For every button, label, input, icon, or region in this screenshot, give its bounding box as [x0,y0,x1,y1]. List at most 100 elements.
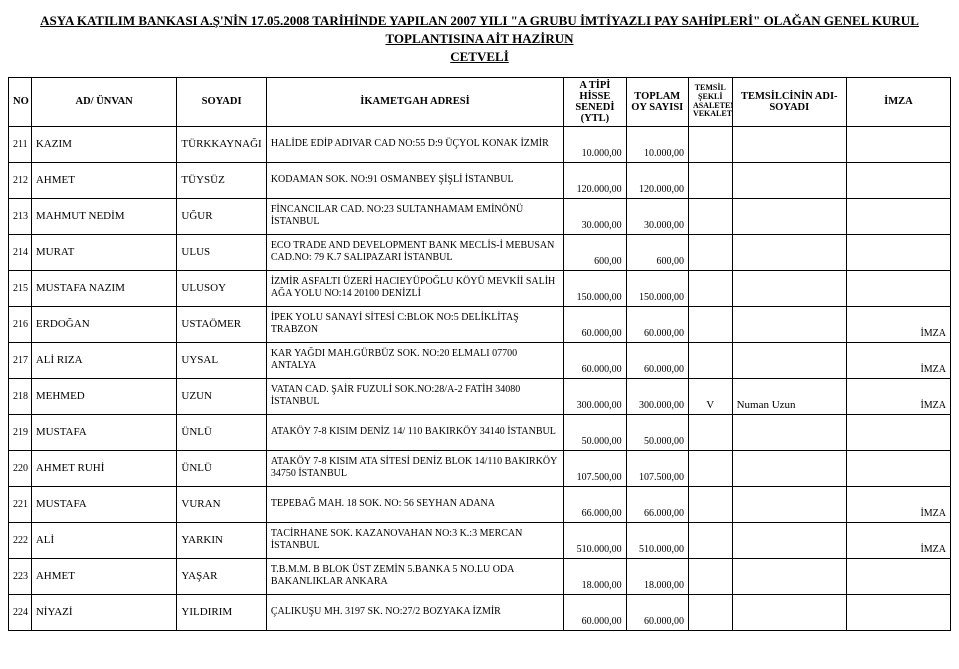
cell-adres: FİNCANCILAR CAD. NO:23 SULTANHAMAM EMİNÖ… [266,198,563,234]
cell-adres: KAR YAĞDI MAH.GÜRBÜZ SOK. NO:20 ELMALI 0… [266,342,563,378]
cell-imza [846,162,950,198]
cell-hisse: 10.000,00 [564,126,626,162]
cell-imza [846,558,950,594]
cell-adres: İPEK YOLU SANAYİ SİTESİ C:BLOK NO:5 DELİ… [266,306,563,342]
cell-sekli [688,342,732,378]
cell-adres: VATAN CAD. ŞAİR FUZULİ SOK.NO:28/A-2 FAT… [266,378,563,414]
table-row: 218MEHMEDUZUNVATAN CAD. ŞAİR FUZULİ SOK.… [9,378,951,414]
cell-ad: MUSTAFA NAZIM [31,270,177,306]
col-imza: İMZA [846,77,950,126]
col-no: NO [9,77,32,126]
cell-no: 219 [9,414,32,450]
cell-soyadi: TÜRKKAYNAĞI [177,126,266,162]
cell-hisse: 107.500,00 [564,450,626,486]
cell-imza: İMZA [846,342,950,378]
cell-rep [732,162,846,198]
table-row: 223AHMETYAŞART.B.M.M. B BLOK ÜST ZEMİN 5… [9,558,951,594]
cell-rep: Numan Uzun [732,378,846,414]
cell-soyadi: ÜNLÜ [177,450,266,486]
cell-no: 217 [9,342,32,378]
cell-ad: AHMET RUHİ [31,450,177,486]
cell-soyadi: ULUS [177,234,266,270]
cell-ad: KAZIM [31,126,177,162]
cell-oy: 107.500,00 [626,450,688,486]
col-soyadi: SOYADI [177,77,266,126]
cell-no: 224 [9,594,32,630]
cell-ad: AHMET [31,162,177,198]
cell-oy: 510.000,00 [626,522,688,558]
cell-rep [732,270,846,306]
cell-rep [732,558,846,594]
cell-ad: MUSTAFA [31,414,177,450]
cell-no: 215 [9,270,32,306]
cell-hisse: 300.000,00 [564,378,626,414]
cell-sekli [688,558,732,594]
cell-ad: MAHMUT NEDİM [31,198,177,234]
cell-imza [846,234,950,270]
cell-adres: ATAKÖY 7-8 KISIM DENİZ 14/ 110 BAKIRKÖY … [266,414,563,450]
cell-ad: NİYAZİ [31,594,177,630]
cell-hisse: 18.000,00 [564,558,626,594]
cell-imza [846,270,950,306]
table-row: 214MURATULUSECO TRADE AND DEVELOPMENT BA… [9,234,951,270]
cell-oy: 60.000,00 [626,306,688,342]
cell-sekli: V [688,378,732,414]
cell-rep [732,414,846,450]
cell-adres: T.B.M.M. B BLOK ÜST ZEMİN 5.BANKA 5 NO.L… [266,558,563,594]
cell-no: 220 [9,450,32,486]
cell-imza: İMZA [846,306,950,342]
cell-no: 216 [9,306,32,342]
title-line-2: CETVELİ [450,49,509,64]
cell-ad: MURAT [31,234,177,270]
cell-oy: 50.000,00 [626,414,688,450]
cell-oy: 18.000,00 [626,558,688,594]
cell-rep [732,126,846,162]
hazirun-table: NO AD/ ÜNVAN SOYADI İKAMETGAH ADRESİ A T… [8,77,951,631]
cell-oy: 60.000,00 [626,342,688,378]
cell-rep [732,594,846,630]
cell-ad: AHMET [31,558,177,594]
cell-sekli [688,414,732,450]
cell-imza: İMZA [846,522,950,558]
table-row: 222ALİYARKINTACİRHANE SOK. KAZANOVAHAN N… [9,522,951,558]
cell-soyadi: TÜYSÜZ [177,162,266,198]
cell-oy: 150.000,00 [626,270,688,306]
table-row: 213MAHMUT NEDİMUĞURFİNCANCILAR CAD. NO:2… [9,198,951,234]
cell-no: 222 [9,522,32,558]
cell-adres: KODAMAN SOK. NO:91 OSMANBEY ŞİŞLİ İSTANB… [266,162,563,198]
cell-rep [732,306,846,342]
cell-sekli [688,270,732,306]
cell-no: 214 [9,234,32,270]
cell-adres: ECO TRADE AND DEVELOPMENT BANK MECLİS-İ … [266,234,563,270]
col-sekli: TEMSİL ŞEKLİ ASALETEN/ VEKALETEN [688,77,732,126]
cell-sekli [688,162,732,198]
cell-imza [846,594,950,630]
cell-no: 221 [9,486,32,522]
page-title: ASYA KATILIM BANKASI A.Ş'NİN 17.05.2008 … [8,8,951,77]
cell-sekli [688,126,732,162]
cell-hisse: 120.000,00 [564,162,626,198]
cell-hisse: 30.000,00 [564,198,626,234]
cell-hisse: 510.000,00 [564,522,626,558]
col-adres: İKAMETGAH ADRESİ [266,77,563,126]
cell-soyadi: UĞUR [177,198,266,234]
table-row: 219MUSTAFAÜNLÜATAKÖY 7-8 KISIM DENİZ 14/… [9,414,951,450]
cell-oy: 120.000,00 [626,162,688,198]
cell-sekli [688,594,732,630]
cell-soyadi: ULUSOY [177,270,266,306]
table-row: 216ERDOĞANUSTAÖMERİPEK YOLU SANAYİ SİTES… [9,306,951,342]
cell-soyadi: YAŞAR [177,558,266,594]
cell-hisse: 600,00 [564,234,626,270]
cell-sekli [688,522,732,558]
cell-adres: TACİRHANE SOK. KAZANOVAHAN NO:3 K.:3 MER… [266,522,563,558]
col-hisse: A TİPİ HİSSE SENEDİ (YTL) [564,77,626,126]
table-row: 224NİYAZİYILDIRIMÇALIKUŞU MH. 3197 SK. N… [9,594,951,630]
cell-ad: ERDOĞAN [31,306,177,342]
header-row: NO AD/ ÜNVAN SOYADI İKAMETGAH ADRESİ A T… [9,77,951,126]
cell-oy: 600,00 [626,234,688,270]
cell-adres: HALİDE EDİP ADIVAR CAD NO:55 D:9 ÜÇYOL K… [266,126,563,162]
cell-sekli [688,486,732,522]
cell-oy: 10.000,00 [626,126,688,162]
cell-ad: ALİ [31,522,177,558]
title-line-1: ASYA KATILIM BANKASI A.Ş'NİN 17.05.2008 … [40,13,919,46]
